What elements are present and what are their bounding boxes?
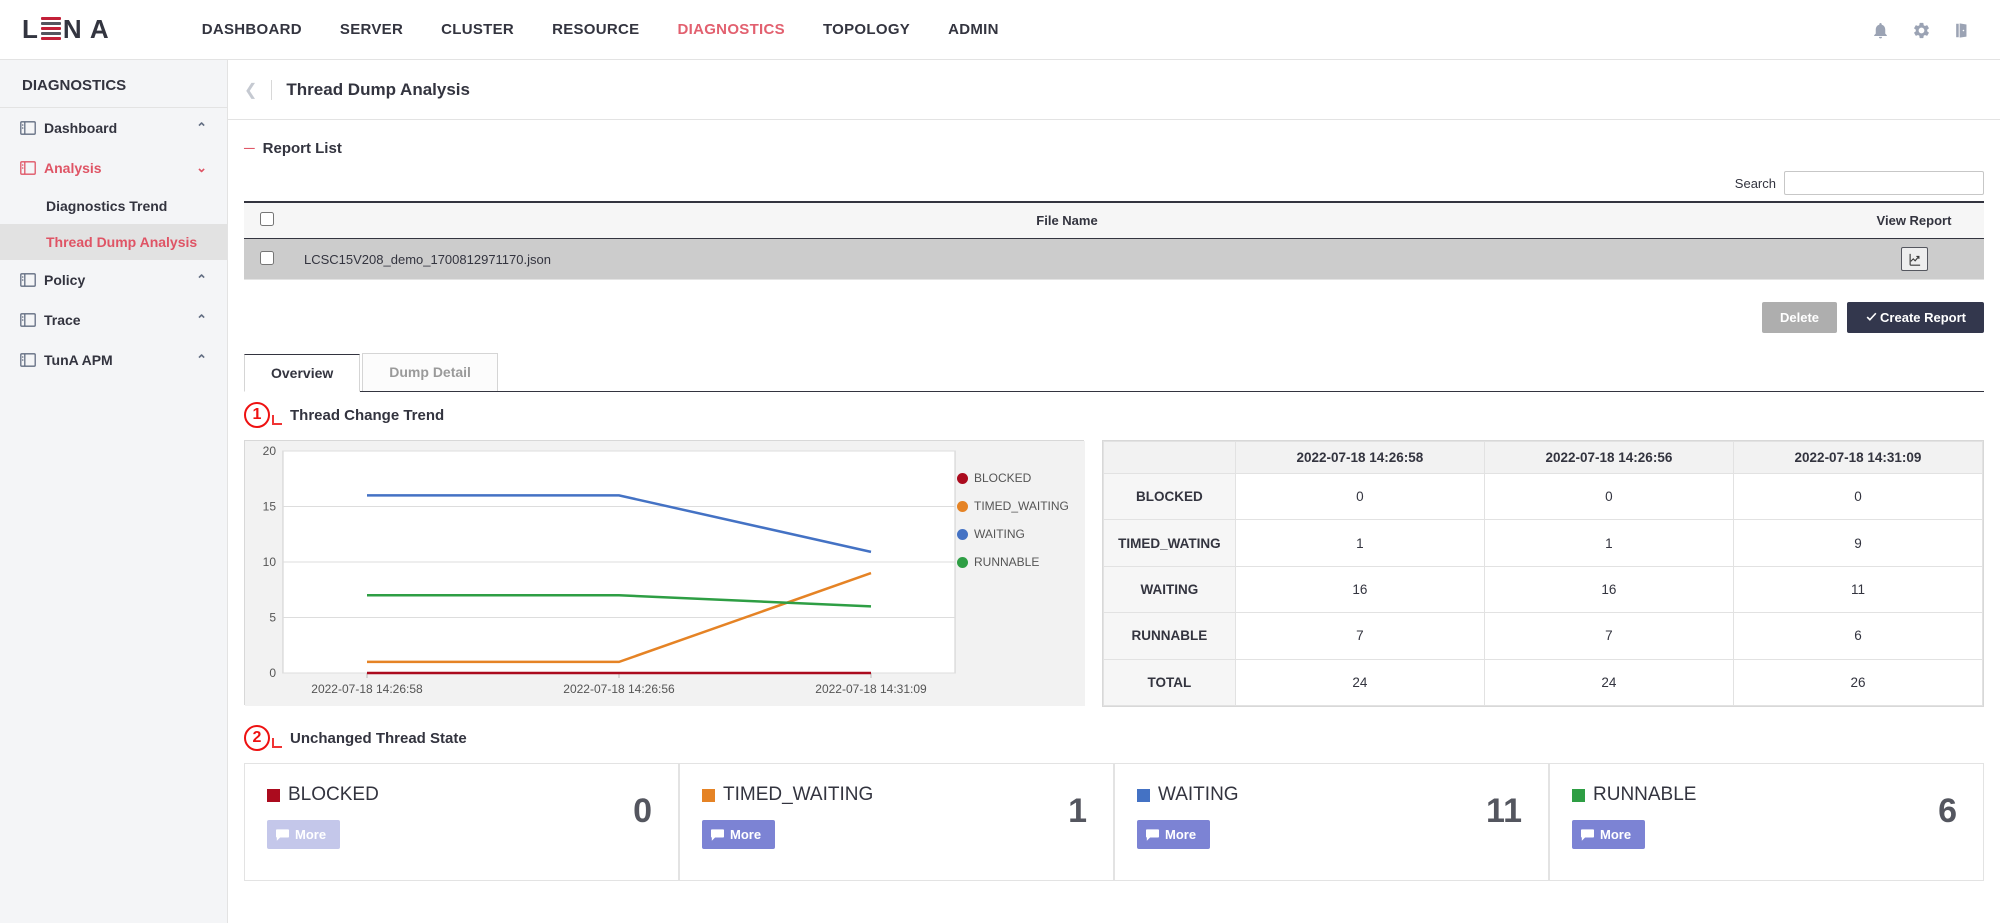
svg-text:10: 10 <box>263 555 277 569</box>
svg-text:2022-07-18 14:26:58: 2022-07-18 14:26:58 <box>311 682 423 696</box>
svg-text:5: 5 <box>269 611 276 625</box>
svg-text:15: 15 <box>263 500 277 514</box>
svg-text:2022-07-18 14:26:56: 2022-07-18 14:26:56 <box>563 682 675 696</box>
svg-text:20: 20 <box>263 444 277 458</box>
svg-text:2022-07-18 14:31:09: 2022-07-18 14:31:09 <box>815 682 927 696</box>
svg-text:0: 0 <box>269 666 276 680</box>
